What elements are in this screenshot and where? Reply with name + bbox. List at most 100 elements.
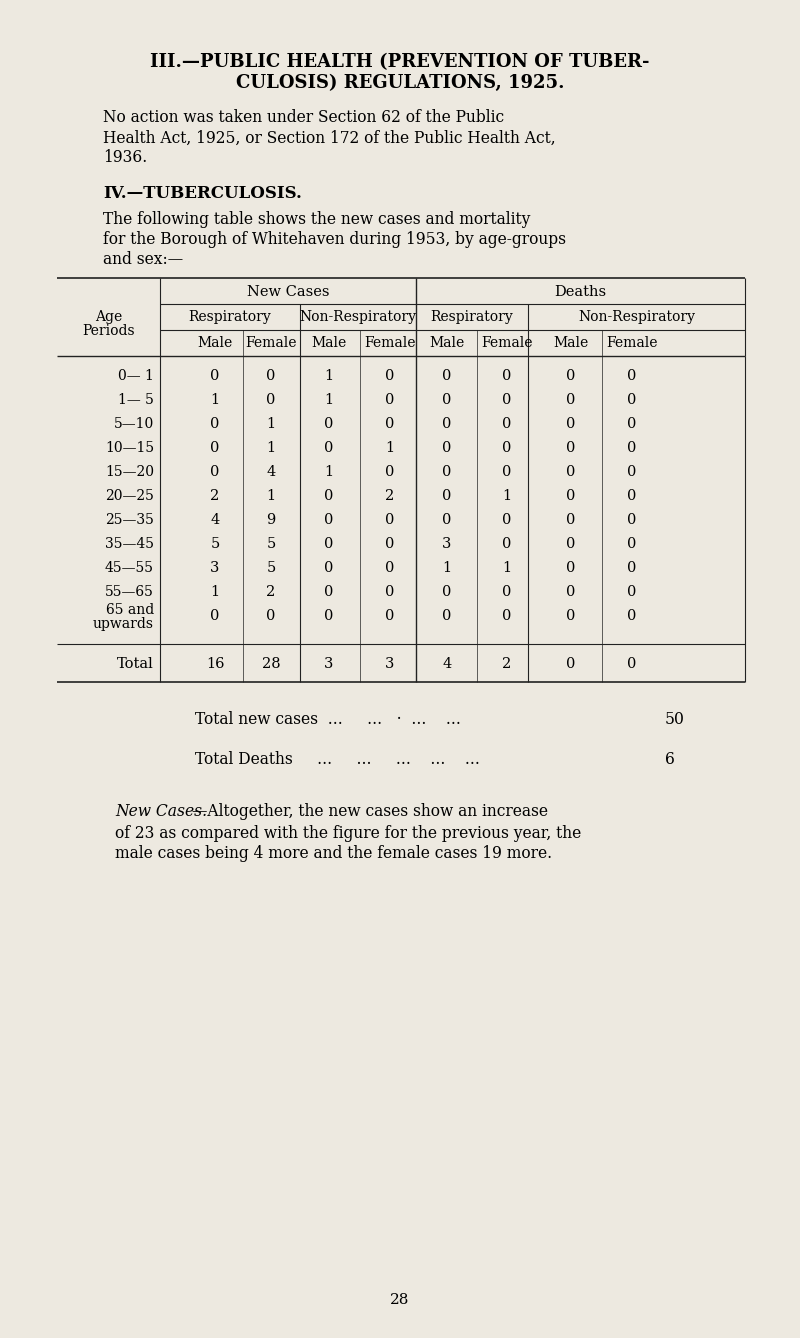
Text: 0: 0 — [442, 466, 452, 479]
Text: 0: 0 — [266, 393, 276, 407]
Text: The following table shows the new cases and mortality: The following table shows the new cases … — [103, 211, 530, 229]
Text: Female: Female — [482, 336, 533, 351]
Text: 5: 5 — [266, 537, 276, 551]
Text: 0: 0 — [324, 512, 334, 527]
Text: 1: 1 — [442, 561, 451, 575]
Text: 1: 1 — [210, 585, 219, 599]
Text: 0: 0 — [502, 393, 512, 407]
Text: Male: Male — [430, 336, 465, 351]
Text: 4: 4 — [210, 512, 220, 527]
Text: 0: 0 — [386, 369, 394, 383]
Text: Non-Respiratory: Non-Respiratory — [299, 310, 417, 324]
Text: 1: 1 — [266, 442, 275, 455]
Text: 28: 28 — [390, 1293, 410, 1307]
Text: 0: 0 — [442, 585, 452, 599]
Text: 5: 5 — [210, 537, 220, 551]
Text: 0: 0 — [386, 417, 394, 431]
Text: 0: 0 — [502, 609, 512, 624]
Text: 0: 0 — [566, 657, 576, 670]
Text: 1— 5: 1— 5 — [118, 393, 154, 407]
Text: 0: 0 — [386, 393, 394, 407]
Text: 0: 0 — [386, 537, 394, 551]
Text: 20—25: 20—25 — [105, 488, 154, 503]
Text: Health Act, 1925, or Section 172 of the Public Health Act,: Health Act, 1925, or Section 172 of the … — [103, 130, 556, 146]
Text: 3: 3 — [210, 561, 220, 575]
Text: 0: 0 — [627, 442, 637, 455]
Text: 0: 0 — [442, 417, 452, 431]
Text: 0: 0 — [502, 537, 512, 551]
Text: New Cases.: New Cases. — [115, 804, 207, 820]
Text: 0: 0 — [324, 537, 334, 551]
Text: 45—55: 45—55 — [105, 561, 154, 575]
Text: Non-Respiratory: Non-Respiratory — [578, 310, 695, 324]
Text: 9: 9 — [266, 512, 276, 527]
Text: 3: 3 — [386, 657, 394, 670]
Text: 1: 1 — [502, 488, 511, 503]
Text: 10—15: 10—15 — [105, 442, 154, 455]
Text: 16: 16 — [206, 657, 224, 670]
Text: 5—10: 5—10 — [114, 417, 154, 431]
Text: 0: 0 — [266, 609, 276, 624]
Text: 0: 0 — [210, 609, 220, 624]
Text: 0: 0 — [566, 585, 576, 599]
Text: Total Deaths     ...     ...     ...    ...    ...: Total Deaths ... ... ... ... ... — [195, 752, 480, 768]
Text: 0: 0 — [210, 466, 220, 479]
Text: 0: 0 — [566, 369, 576, 383]
Text: 15—20: 15—20 — [105, 466, 154, 479]
Text: 0: 0 — [324, 488, 334, 503]
Text: 28: 28 — [262, 657, 280, 670]
Text: 0: 0 — [210, 442, 220, 455]
Text: 0: 0 — [210, 369, 220, 383]
Text: 0: 0 — [502, 585, 512, 599]
Text: 0: 0 — [324, 417, 334, 431]
Text: 1: 1 — [325, 369, 334, 383]
Text: 0: 0 — [324, 561, 334, 575]
Text: 0— 1: 0— 1 — [118, 369, 154, 383]
Text: Male: Male — [311, 336, 346, 351]
Text: Female: Female — [246, 336, 297, 351]
Text: 0: 0 — [324, 609, 334, 624]
Text: 0: 0 — [442, 442, 452, 455]
Text: 0: 0 — [442, 609, 452, 624]
Text: Age: Age — [95, 310, 122, 324]
Text: 1936.: 1936. — [103, 150, 147, 166]
Text: Total: Total — [118, 657, 154, 670]
Text: 0: 0 — [627, 369, 637, 383]
Text: of 23 as compared with the figure for the previous year, the: of 23 as compared with the figure for th… — [115, 824, 582, 842]
Text: 2: 2 — [266, 585, 276, 599]
Text: Female: Female — [364, 336, 416, 351]
Text: Periods: Periods — [82, 324, 135, 339]
Text: III.—PUBLIC HEALTH (PREVENTION OF TUBER-: III.—PUBLIC HEALTH (PREVENTION OF TUBER- — [150, 54, 650, 71]
Text: male cases being 4 more and the female cases 19 more.: male cases being 4 more and the female c… — [115, 846, 552, 863]
Text: 0: 0 — [627, 393, 637, 407]
Text: 6: 6 — [665, 752, 675, 768]
Text: 0: 0 — [566, 537, 576, 551]
Text: 0: 0 — [627, 609, 637, 624]
Text: 0: 0 — [566, 466, 576, 479]
Text: 0: 0 — [566, 417, 576, 431]
Text: 0: 0 — [566, 609, 576, 624]
Text: 65 and: 65 and — [106, 603, 154, 617]
Text: Male: Male — [554, 336, 589, 351]
Text: 1: 1 — [210, 393, 219, 407]
Text: 2: 2 — [210, 488, 220, 503]
Text: 0: 0 — [566, 488, 576, 503]
Text: 1: 1 — [266, 488, 275, 503]
Text: 0: 0 — [627, 512, 637, 527]
Text: 0: 0 — [627, 466, 637, 479]
Text: 0: 0 — [502, 369, 512, 383]
Text: 0: 0 — [566, 561, 576, 575]
Text: 25—35: 25—35 — [105, 512, 154, 527]
Text: 1: 1 — [266, 417, 275, 431]
Text: 0: 0 — [442, 393, 452, 407]
Text: 2: 2 — [502, 657, 512, 670]
Text: Respiratory: Respiratory — [430, 310, 514, 324]
Text: 1: 1 — [386, 442, 394, 455]
Text: 0: 0 — [210, 417, 220, 431]
Text: 0: 0 — [386, 512, 394, 527]
Text: 3: 3 — [324, 657, 334, 670]
Text: —Altogether, the new cases show an increase: —Altogether, the new cases show an incre… — [192, 804, 548, 820]
Text: 1: 1 — [325, 393, 334, 407]
Text: 0: 0 — [502, 442, 512, 455]
Text: 0: 0 — [324, 442, 334, 455]
